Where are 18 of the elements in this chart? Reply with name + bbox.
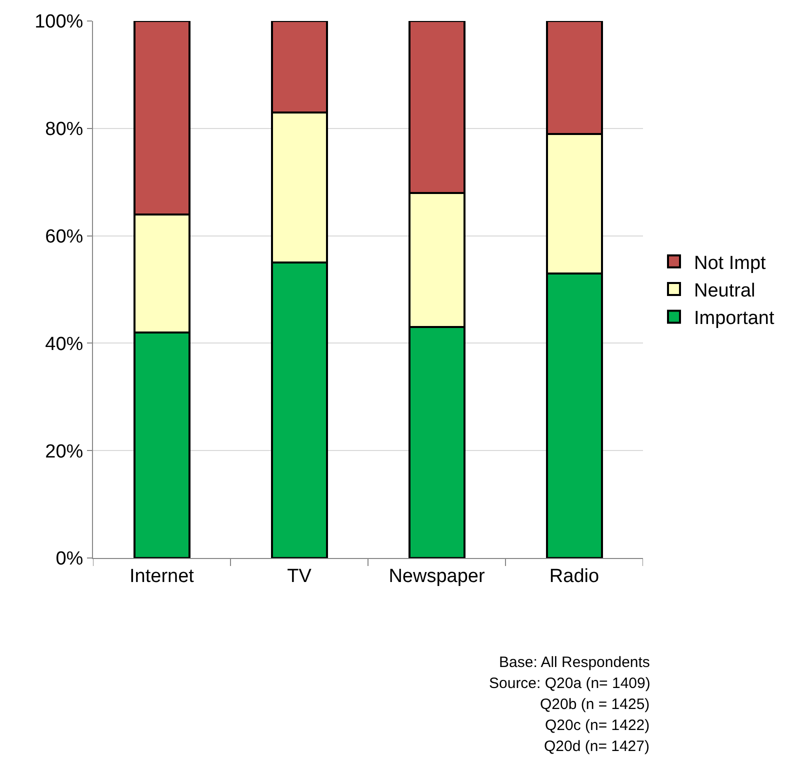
text: Base: All Respondents bbox=[499, 654, 650, 671]
y-tick-label: 60% bbox=[45, 226, 84, 248]
y-tick-label: 40% bbox=[45, 334, 84, 355]
x-tick-label: Radio bbox=[549, 566, 600, 587]
text: Q20d (n= 1427) bbox=[544, 738, 650, 755]
x-tick-label: Newspaper bbox=[388, 566, 486, 587]
source-note: Source: Q20a (n= 1409) bbox=[489, 675, 650, 692]
text: Q20b (n = 1425) bbox=[540, 696, 650, 713]
y-tick-label: 100% bbox=[34, 12, 84, 33]
legend-label: Not Impt bbox=[694, 252, 767, 274]
text: Q20c (n= 1422) bbox=[545, 717, 650, 734]
x-tick-label: TV bbox=[287, 566, 312, 587]
legend-label: Important bbox=[694, 308, 775, 330]
legend-label: Neutral bbox=[694, 280, 756, 302]
x-tick-label: Internet bbox=[130, 566, 195, 587]
y-tick-label: 80% bbox=[45, 119, 84, 140]
y-tick-label: 0% bbox=[56, 548, 84, 570]
y-tick-label: 20% bbox=[45, 441, 84, 462]
